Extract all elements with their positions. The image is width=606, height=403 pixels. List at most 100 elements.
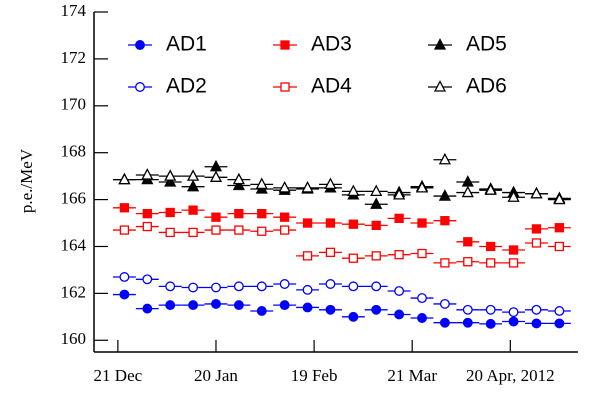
data-point xyxy=(417,313,427,323)
y-tick-label: 172 xyxy=(61,48,87,67)
data-point xyxy=(142,303,153,314)
data-point xyxy=(462,304,473,315)
data-point xyxy=(187,179,200,192)
data-point xyxy=(234,225,244,235)
data-point xyxy=(188,227,198,238)
data-point xyxy=(280,212,290,222)
data-point xyxy=(348,311,359,322)
data-point xyxy=(302,302,313,313)
data-point xyxy=(209,159,223,172)
data-point xyxy=(417,248,427,259)
data-point xyxy=(324,177,337,189)
data-point xyxy=(279,300,290,311)
legend-label: AD5 xyxy=(466,33,507,56)
legend-marker xyxy=(280,82,290,92)
legend-label: AD3 xyxy=(311,33,352,56)
data-point xyxy=(554,241,565,252)
data-point xyxy=(531,318,542,329)
data-point xyxy=(440,216,450,226)
data-point xyxy=(119,203,130,213)
data-point xyxy=(211,282,221,293)
data-point xyxy=(370,197,383,209)
data-point xyxy=(257,209,267,219)
y-tick-label: 164 xyxy=(61,235,87,254)
data-point xyxy=(553,192,566,205)
data-point xyxy=(440,258,450,268)
data-point xyxy=(280,225,290,235)
y-tick-label: 170 xyxy=(61,95,87,114)
data-point xyxy=(211,212,221,222)
data-point xyxy=(348,253,358,263)
data-point xyxy=(531,238,542,248)
data-point xyxy=(530,186,543,199)
legend-label: AD2 xyxy=(166,75,207,98)
data-point xyxy=(232,178,245,191)
data-point xyxy=(554,223,565,233)
data-point xyxy=(394,250,404,260)
data-point xyxy=(278,180,291,193)
data-point xyxy=(508,258,519,268)
data-point xyxy=(165,207,175,218)
legend: AD1 AD2 AD3 AD4 AD5 AD6 xyxy=(128,33,507,98)
data-point xyxy=(232,172,245,185)
data-point xyxy=(118,172,131,185)
data-point xyxy=(347,184,360,197)
data-point xyxy=(508,307,519,318)
data-point xyxy=(348,281,359,292)
data-point xyxy=(233,281,244,292)
data-point xyxy=(211,225,221,235)
data-point xyxy=(417,218,427,228)
data-point xyxy=(394,213,404,223)
data-point xyxy=(325,279,336,289)
data-point xyxy=(141,168,154,180)
data-point xyxy=(119,272,130,282)
data-point xyxy=(531,304,542,315)
data-point xyxy=(554,306,565,316)
data-point xyxy=(438,152,451,165)
data-point xyxy=(461,185,474,198)
data-point xyxy=(417,293,427,304)
data-point xyxy=(188,300,199,311)
data-point xyxy=(371,220,381,231)
data-point xyxy=(348,219,358,229)
data-point xyxy=(188,282,199,293)
x-tick-label: 20 Jan xyxy=(194,366,238,385)
legend-marker xyxy=(433,80,447,92)
data-point xyxy=(531,224,542,234)
legend-marker xyxy=(135,40,145,50)
x-tick-label: 20 Apr, 2012 xyxy=(466,366,555,385)
data-point xyxy=(485,304,496,315)
legend-label: AD6 xyxy=(466,75,507,98)
data-point xyxy=(119,225,130,235)
data-point xyxy=(371,251,381,261)
data-point xyxy=(507,190,520,202)
data-point xyxy=(463,237,473,247)
data-point xyxy=(508,316,519,327)
legend-marker xyxy=(135,82,145,92)
data-point xyxy=(371,304,382,315)
data-point xyxy=(415,180,429,193)
data-point xyxy=(394,309,405,320)
data-point xyxy=(165,281,176,292)
data-point xyxy=(234,209,244,219)
data-point xyxy=(165,227,175,238)
data-point xyxy=(371,281,382,292)
data-point xyxy=(508,245,519,255)
data-point xyxy=(142,209,152,219)
data-point xyxy=(211,298,221,309)
y-tick-label: 162 xyxy=(61,282,87,301)
data-point xyxy=(257,226,267,236)
data-point xyxy=(164,169,177,181)
data-point xyxy=(554,318,565,329)
x-tick-label: 19 Feb xyxy=(291,366,338,385)
data-point xyxy=(119,289,130,300)
data-point xyxy=(486,241,496,252)
data-point xyxy=(256,306,267,316)
legend-marker xyxy=(280,40,290,50)
x-tick-label: 21 Dec xyxy=(94,366,143,385)
data-point xyxy=(188,205,198,215)
data-point xyxy=(325,218,336,228)
y-axis-label: p.e./MeV xyxy=(17,148,36,213)
data-point xyxy=(142,221,152,232)
